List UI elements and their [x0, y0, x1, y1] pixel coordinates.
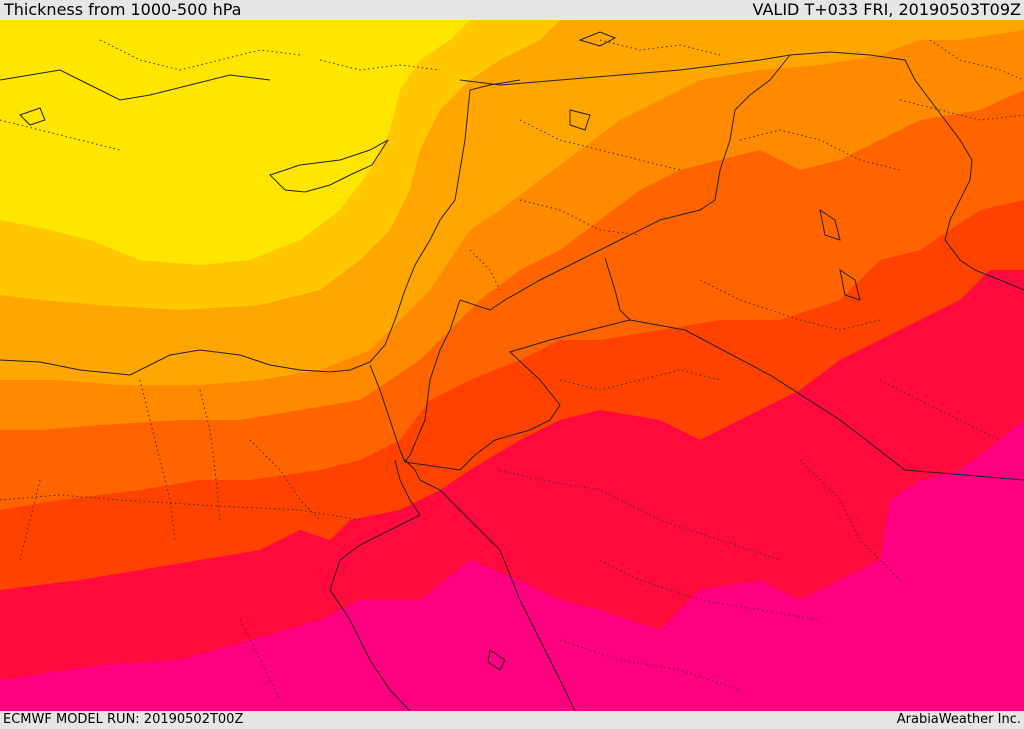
header-bar: Thickness from 1000-500 hPa VALID T+033 …	[0, 0, 1024, 20]
province-boundaries	[0, 39, 1024, 701]
credit-label: ArabiaWeather Inc.	[896, 712, 1021, 727]
footer-bar: ECMWF MODEL RUN: 20190502T00Z ArabiaWeat…	[0, 711, 1024, 729]
coastlines	[0, 31, 1024, 711]
map-canvas	[0, 20, 1024, 711]
chart-title: Thickness from 1000-500 hPa	[4, 0, 242, 19]
model-run-label: ECMWF MODEL RUN: 20190502T00Z	[3, 712, 244, 727]
valid-time-label: VALID T+033 FRI, 20190503T09Z	[752, 0, 1021, 19]
country-borders	[369, 51, 1024, 481]
band-1	[0, 20, 470, 265]
thickness-map	[0, 20, 1024, 711]
